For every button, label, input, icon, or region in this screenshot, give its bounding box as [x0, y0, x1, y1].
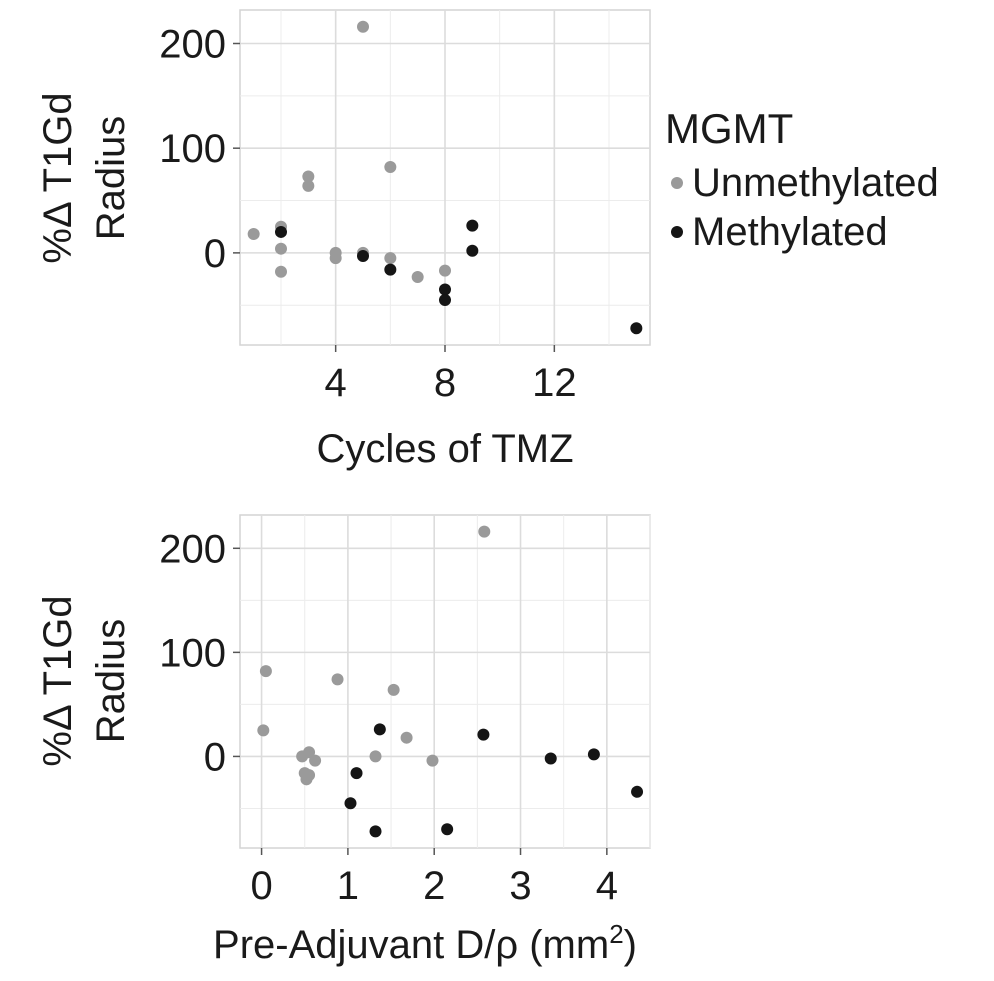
- data-point-methylated: [275, 225, 287, 238]
- x-tick-label: 4: [596, 864, 618, 908]
- data-point-methylated: [357, 250, 369, 263]
- data-point-methylated: [439, 293, 451, 306]
- legend-label-unmethylated: Unmethylated: [692, 161, 939, 205]
- x-axis-title-superscript: 2: [609, 919, 623, 949]
- x-axis-title-close: ): [624, 923, 637, 967]
- data-point-unmethylated: [302, 170, 315, 183]
- data-point-unmethylated: [257, 724, 270, 737]
- data-point-unmethylated: [369, 750, 382, 763]
- legend-marker-methylated: [671, 226, 683, 238]
- legend-title: MGMT: [665, 105, 793, 152]
- data-point-methylated: [384, 263, 397, 276]
- data-point-methylated: [373, 723, 386, 736]
- y-tick-label: 200: [159, 23, 226, 67]
- data-point-methylated: [544, 752, 557, 765]
- data-point-unmethylated: [400, 731, 413, 744]
- plot-bottom-d-rho: 0 1 2 3 4 0 100 200 Pre-Adjuvant D/ρ (mm2) %Δ T1G…: [36, 514, 651, 967]
- data-point-unmethylated: [331, 673, 344, 686]
- data-point-unmethylated: [411, 270, 424, 283]
- legend-marker-unmethylated: [671, 177, 683, 189]
- x-tick-label: 0: [250, 864, 272, 908]
- data-point-methylated: [630, 322, 643, 335]
- data-point-unmethylated: [439, 264, 451, 277]
- y-axis-title-line2: Radius: [89, 116, 133, 241]
- data-point-methylated: [441, 823, 454, 836]
- x-tick-label: 12: [532, 361, 577, 405]
- legend: MGMT Unmethylated Methylated: [665, 105, 939, 254]
- data-point-methylated: [587, 748, 600, 761]
- panel-background: [239, 514, 651, 849]
- y-tick-label: 100: [159, 127, 226, 171]
- data-point-methylated: [369, 825, 382, 838]
- x-tick-label: 4: [325, 361, 347, 405]
- data-point-methylated: [439, 283, 451, 296]
- data-point-unmethylated: [247, 228, 260, 241]
- data-point-unmethylated: [384, 161, 397, 174]
- data-point-unmethylated: [275, 242, 287, 255]
- data-point-unmethylated: [309, 754, 322, 767]
- data-point-methylated: [344, 797, 357, 810]
- x-axis-title: Cycles of TMZ: [316, 427, 573, 471]
- y-tick-label: 0: [204, 735, 226, 779]
- data-point-unmethylated: [300, 773, 313, 786]
- x-tick-label: 1: [337, 864, 359, 908]
- data-point-methylated: [466, 244, 479, 257]
- data-point-unmethylated: [259, 665, 272, 678]
- x-tick-label: 2: [423, 864, 445, 908]
- y-axis-title-line2: Radius: [89, 619, 133, 744]
- y-axis-title-line1: %Δ T1Gd: [36, 595, 80, 766]
- y-tick-label: 100: [159, 631, 226, 675]
- data-point-methylated: [477, 728, 490, 741]
- data-point-unmethylated: [478, 525, 491, 538]
- data-point-methylated: [350, 767, 363, 780]
- data-point-unmethylated: [357, 20, 369, 33]
- x-tick-label: 8: [434, 361, 456, 405]
- legend-label-methylated: Methylated: [692, 210, 888, 254]
- y-tick-label: 200: [159, 527, 226, 571]
- data-point-unmethylated: [329, 252, 342, 265]
- data-point-unmethylated: [302, 179, 315, 192]
- data-point-unmethylated: [275, 265, 287, 278]
- data-point-unmethylated: [426, 754, 439, 767]
- data-point-methylated: [466, 219, 479, 232]
- data-point-unmethylated: [387, 683, 400, 696]
- x-tick-label: 3: [509, 864, 531, 908]
- data-point-methylated: [631, 785, 644, 798]
- data-point-unmethylated: [384, 252, 397, 265]
- data-point-unmethylated: [303, 746, 316, 759]
- plot-top-cycles: 4 8 12 0 100 200 Cycles of TMZ %Δ T1Gd Radius: [36, 9, 651, 471]
- y-tick-label: 0: [204, 232, 226, 276]
- y-axis-title-line1: %Δ T1Gd: [36, 92, 80, 263]
- x-axis-title: Pre-Adjuvant D/ρ (mm2): [213, 919, 637, 967]
